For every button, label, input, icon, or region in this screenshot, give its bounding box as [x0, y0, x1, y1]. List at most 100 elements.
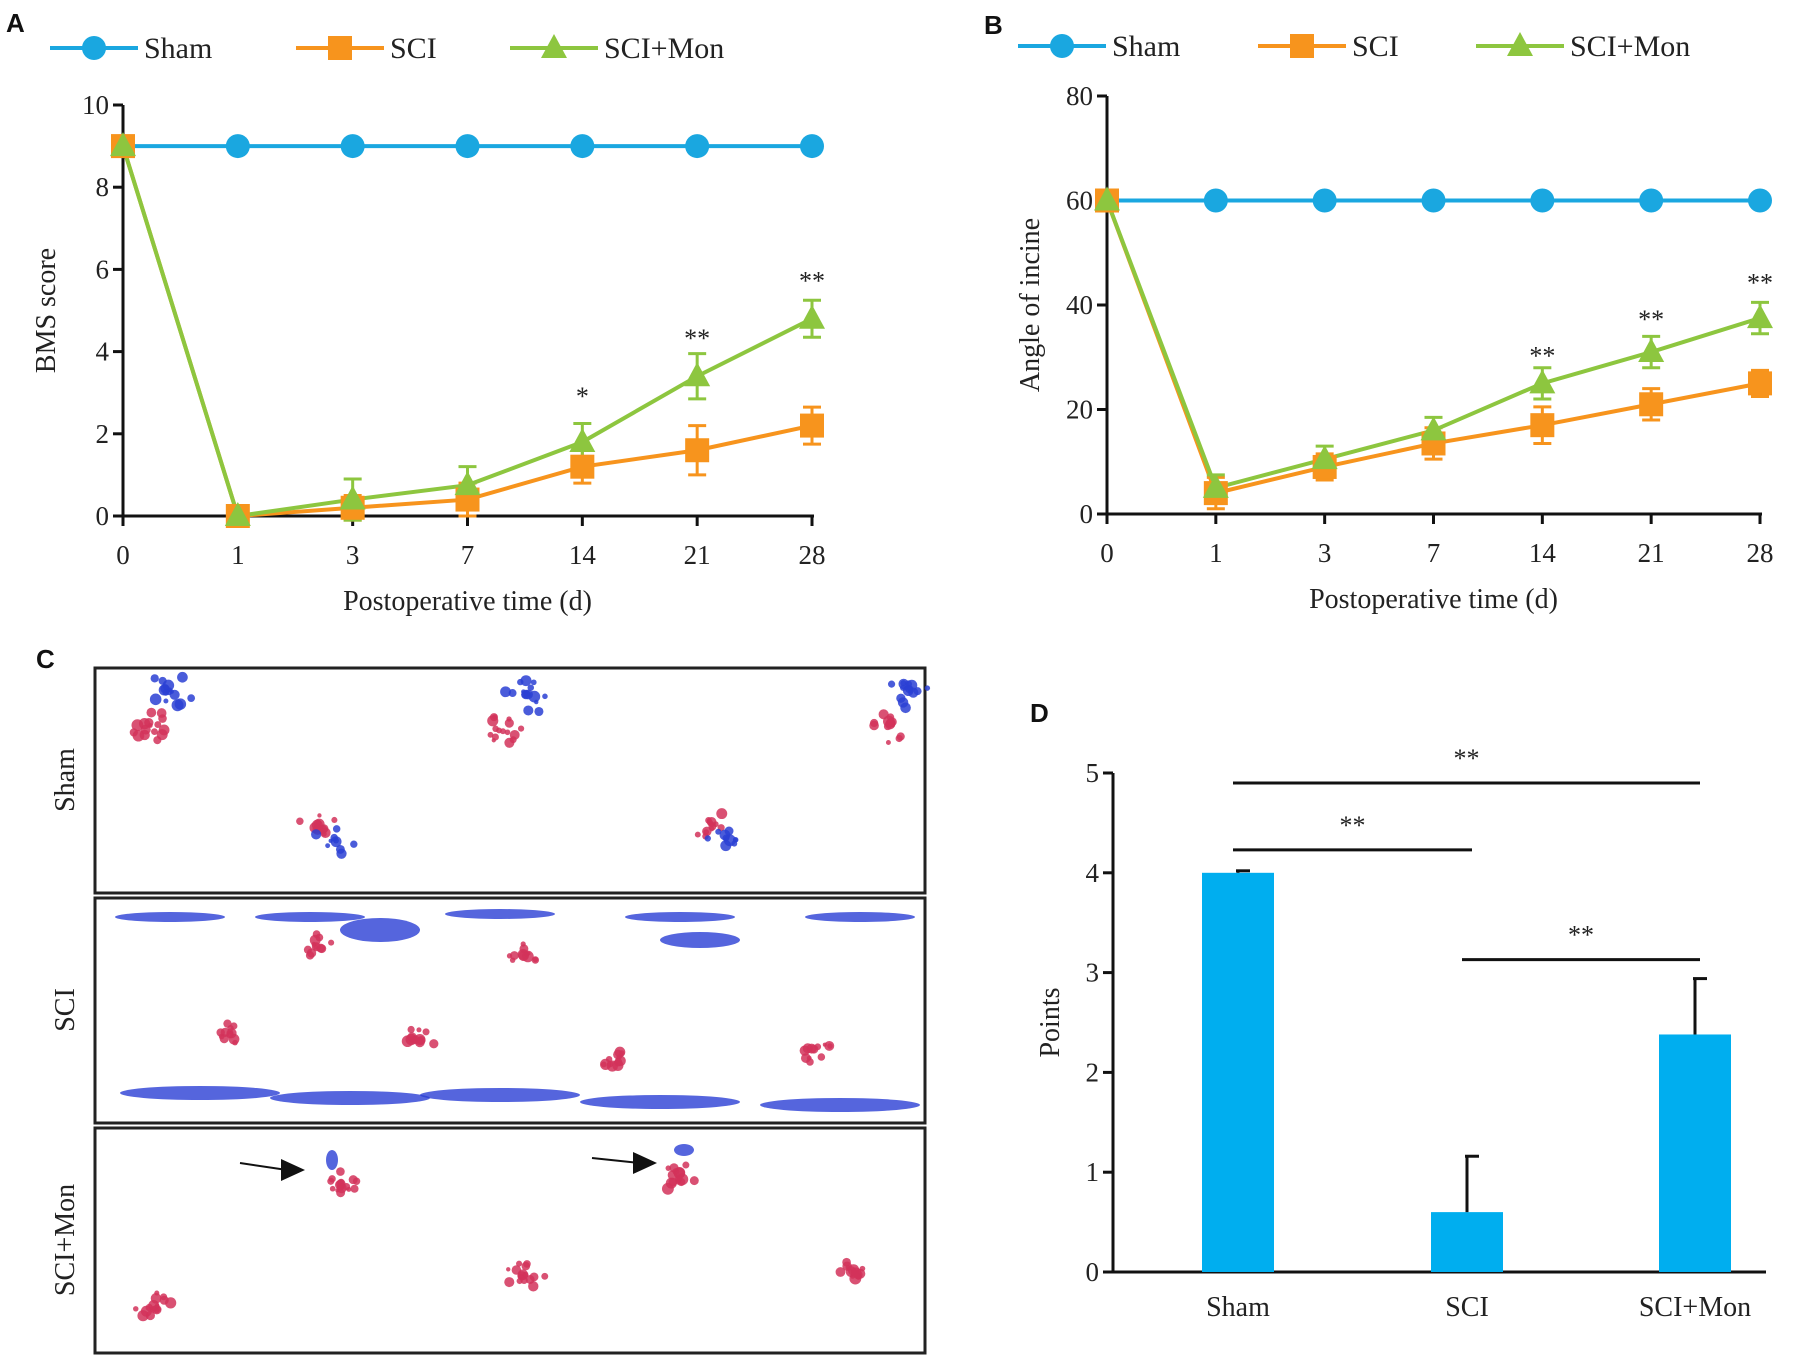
y-tick-label: 0	[1086, 1257, 1100, 1287]
data-point-0	[1748, 188, 1772, 213]
footprint-red	[133, 1306, 139, 1312]
legend-label-1: SCI	[390, 32, 437, 65]
footprint-red	[665, 1177, 677, 1189]
significance-mark: **	[1638, 305, 1664, 334]
bar-2	[1659, 1034, 1731, 1272]
footprint-red	[506, 1267, 511, 1272]
legend-marker-0	[82, 36, 106, 60]
footprint-box-sci-mon	[93, 1126, 927, 1355]
footprint-red	[336, 1188, 346, 1198]
legend-label-2: SCI+Mon	[1570, 30, 1690, 63]
y-tick-label: 4	[1086, 858, 1100, 888]
significance-mark: **	[799, 267, 825, 296]
footprint-blue	[900, 684, 907, 691]
data-point-2	[569, 428, 596, 453]
y-tick-label: 80	[1066, 81, 1093, 111]
arrow-head	[281, 1159, 305, 1181]
panel-letter-d: D	[1030, 698, 1049, 728]
footprint-red	[321, 831, 327, 837]
y-tick-label: 10	[82, 90, 109, 120]
footprint-red	[154, 1303, 160, 1309]
y-tick-label: 4	[96, 337, 110, 367]
footprint-red	[835, 1267, 846, 1277]
footprint-blue	[150, 674, 159, 683]
footprint-blue	[311, 829, 322, 840]
footprint-red	[230, 1022, 238, 1030]
significance-mark: **	[1529, 342, 1555, 371]
footprint-blue	[924, 685, 931, 691]
footprint-red	[523, 1260, 531, 1268]
footprint-blue	[523, 705, 534, 716]
y-tick-label: 1	[1086, 1157, 1100, 1187]
footprint-red	[334, 1180, 345, 1190]
data-point-0	[1639, 188, 1664, 213]
footprint-blue	[897, 697, 909, 708]
y-axis-title: BMS score	[31, 248, 62, 373]
footprint-red	[407, 1025, 415, 1034]
footprint-blue	[534, 699, 539, 705]
footprint-drag-blue	[340, 918, 420, 942]
data-point-2	[799, 304, 825, 329]
footprint-red	[869, 720, 879, 731]
footprint-blue	[325, 843, 331, 849]
x-tick-label: 1	[231, 540, 245, 570]
footprint-red	[504, 729, 511, 736]
y-tick-label: 2	[96, 419, 110, 449]
legend-label-1: SCI	[1352, 30, 1399, 63]
footprint-red	[139, 729, 150, 741]
data-point-1	[685, 438, 710, 463]
legend-marker-1	[1290, 34, 1314, 58]
significance-mark: **	[1747, 268, 1773, 297]
footprint-box-sci	[93, 896, 927, 1125]
x-tick-label: 7	[1427, 538, 1441, 568]
data-point-2	[1529, 369, 1556, 394]
footprint-red	[313, 818, 325, 830]
x-tick-label: 14	[1529, 538, 1557, 568]
x-axis-title: Postoperative time (d)	[343, 586, 592, 617]
footprint-drag-blue	[255, 912, 365, 922]
footprint-red	[223, 1019, 232, 1028]
footprint-blue	[704, 835, 711, 842]
data-point-0	[1203, 188, 1228, 213]
footprint-red	[509, 951, 519, 960]
y-tick-label: 8	[96, 172, 110, 202]
footprint-blue	[335, 844, 345, 854]
footprint-blue	[530, 679, 537, 686]
footprint-red	[709, 825, 715, 832]
x-tick-label: 14	[569, 540, 597, 570]
footprint-red	[895, 734, 903, 743]
footprint-red	[312, 930, 321, 938]
data-point-2	[1747, 304, 1773, 329]
footprint-blue	[162, 689, 170, 696]
footprint-red	[146, 707, 157, 718]
footprint-red	[328, 939, 335, 946]
footprint-blue	[731, 840, 738, 847]
footprint-drag-blue	[660, 932, 740, 948]
footprint-red	[346, 1186, 352, 1192]
footprint-red	[716, 808, 728, 820]
footprint-red	[331, 816, 338, 824]
data-point-1	[800, 413, 824, 438]
footprint-red	[226, 1028, 237, 1039]
footprint-blue	[527, 684, 535, 691]
panel-letter-c: C	[36, 644, 55, 674]
y-tick-label: 2	[1086, 1057, 1100, 1087]
footprint-drag-blue	[625, 912, 735, 922]
footprint-red	[158, 714, 167, 723]
footprint-box-sham	[93, 666, 927, 895]
legend-marker-2	[541, 34, 567, 58]
y-axis-title: Angle of incine	[1015, 218, 1046, 392]
footprint-red	[606, 1060, 614, 1068]
significance-mark: **	[1340, 811, 1366, 840]
footprint-red	[296, 817, 304, 826]
footprint-drag-blue	[120, 1086, 280, 1100]
footprint-red	[137, 1310, 149, 1322]
footprint-red	[887, 717, 897, 727]
footprint-label-sci: SCI	[50, 988, 81, 1032]
footprint-red	[487, 731, 494, 738]
footprint-red	[158, 724, 170, 736]
arrow-line	[239, 1162, 288, 1171]
footprint-blue	[350, 840, 358, 848]
data-point-0	[1312, 188, 1337, 213]
footprint-red	[525, 1275, 535, 1284]
